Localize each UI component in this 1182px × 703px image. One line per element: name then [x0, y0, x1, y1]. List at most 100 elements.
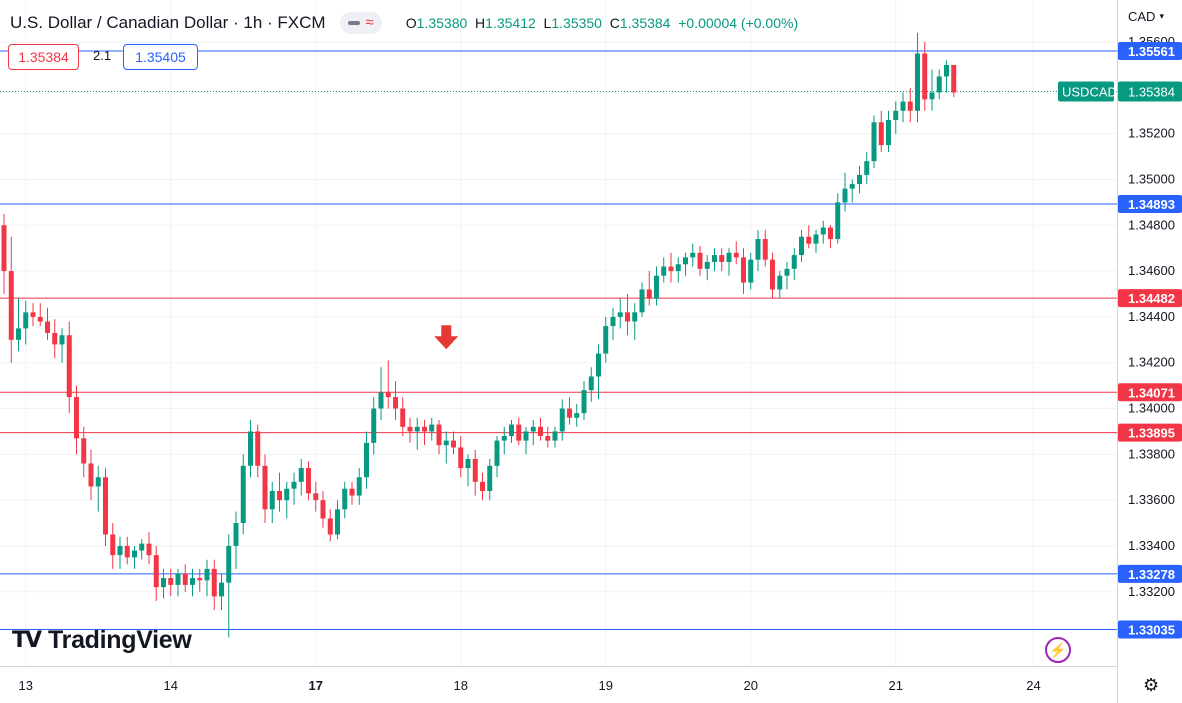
- symbol-title[interactable]: U.S. Dollar / Canadian Dollar · 1h · FXC…: [10, 13, 326, 32]
- candle-body: [675, 264, 681, 272]
- candle: [204, 559, 210, 597]
- candle: [864, 152, 870, 185]
- level-price-label: 1.33035: [1128, 623, 1175, 638]
- indicator-toggle[interactable]: ≈: [339, 12, 382, 34]
- candle: [306, 461, 311, 501]
- candle: [893, 101, 899, 134]
- candle-body: [407, 426, 413, 432]
- candle-body: [552, 431, 558, 441]
- change-value: +0.00004 (+0.00%): [678, 15, 799, 31]
- candle: [625, 294, 630, 336]
- candle-body: [639, 289, 645, 313]
- candle: [240, 454, 246, 535]
- candle: [103, 468, 108, 546]
- candle-body: [907, 101, 913, 111]
- candle-body: [103, 477, 108, 535]
- candle-body: [878, 122, 884, 146]
- candle-body: [356, 477, 362, 496]
- candle-body: [900, 101, 906, 111]
- candle-body: [864, 161, 870, 175]
- approx-icon: ≈: [365, 14, 374, 31]
- horizontal-levels: [0, 50, 1117, 631]
- candle: [842, 172, 848, 212]
- y-tick-label: 1.33800: [1128, 446, 1175, 461]
- candle: [581, 381, 587, 420]
- candle-body: [161, 578, 166, 588]
- candle-body: [842, 188, 848, 203]
- buy-button[interactable]: 1.35405: [123, 44, 198, 70]
- symbol-label: USDCAD: [1062, 85, 1117, 100]
- candle-body: [16, 328, 21, 340]
- candle-body: [538, 426, 543, 437]
- candle: [704, 255, 710, 281]
- candle-body: [791, 255, 797, 269]
- y-tick-label: 1.35000: [1128, 171, 1175, 186]
- candle: [487, 458, 493, 501]
- candle: [900, 92, 906, 123]
- lightning-icon[interactable]: ⚡: [1045, 637, 1071, 663]
- chart-header: U.S. Dollar / Canadian Dollar · 1h · FXC…: [10, 11, 798, 35]
- candle-body: [284, 488, 290, 501]
- candle: [733, 241, 739, 265]
- candle: [277, 472, 282, 512]
- candle: [552, 426, 558, 448]
- candle: [255, 424, 261, 478]
- candle-body: [574, 413, 580, 418]
- candle: [741, 248, 746, 295]
- y-tick-label: 1.33200: [1128, 584, 1175, 599]
- candle: [828, 225, 833, 249]
- sell-button[interactable]: 1.35384: [8, 44, 79, 70]
- candle-body: [422, 426, 427, 432]
- candle-body: [66, 335, 72, 398]
- candle: [443, 431, 449, 464]
- candle-body: [501, 436, 507, 441]
- candle-body: [393, 397, 398, 409]
- candle: [480, 472, 485, 501]
- tradingview-logo[interactable]: TV TradingView: [12, 626, 192, 655]
- candle-body: [929, 92, 935, 100]
- candle: [545, 426, 551, 448]
- x-tick-label: 19: [599, 678, 613, 693]
- candle-body: [472, 458, 478, 482]
- candle-body: [704, 261, 710, 269]
- candle-body: [291, 481, 297, 489]
- y-tick-label: 1.33400: [1128, 538, 1175, 553]
- candle: [690, 243, 696, 267]
- currency-selector[interactable]: CAD ▾: [1128, 9, 1164, 24]
- candle: [371, 397, 377, 455]
- candle: [335, 500, 340, 540]
- candle-body: [654, 275, 659, 299]
- candle-body: [88, 463, 94, 487]
- gear-icon[interactable]: ⚙: [1143, 675, 1160, 695]
- candle: [168, 568, 174, 597]
- level-price-label: 1.34071: [1128, 385, 1175, 400]
- candle-body: [755, 239, 761, 260]
- candle-body: [813, 234, 819, 244]
- candle-body: [226, 545, 232, 583]
- candle-body: [668, 266, 674, 272]
- candle: [8, 236, 14, 363]
- candle: [494, 436, 500, 478]
- candle-body: [617, 312, 623, 317]
- candle: [132, 545, 137, 569]
- candle-body: [465, 458, 471, 469]
- level-price-tag: [1118, 42, 1182, 60]
- candle-body: [509, 424, 514, 437]
- candle: [857, 165, 862, 194]
- candle: [835, 193, 841, 244]
- candle-body: [762, 239, 768, 260]
- candle-body: [269, 490, 275, 510]
- candle: [23, 300, 29, 345]
- candle-body: [748, 259, 754, 283]
- candle-body: [915, 53, 920, 111]
- candle: [654, 266, 659, 306]
- candle: [458, 436, 464, 478]
- candle: [45, 307, 50, 340]
- candle-body: [371, 408, 377, 443]
- candle-body: [335, 509, 340, 535]
- symbol-tag: [1058, 81, 1114, 102]
- candle: [327, 509, 333, 542]
- candle: [603, 316, 609, 363]
